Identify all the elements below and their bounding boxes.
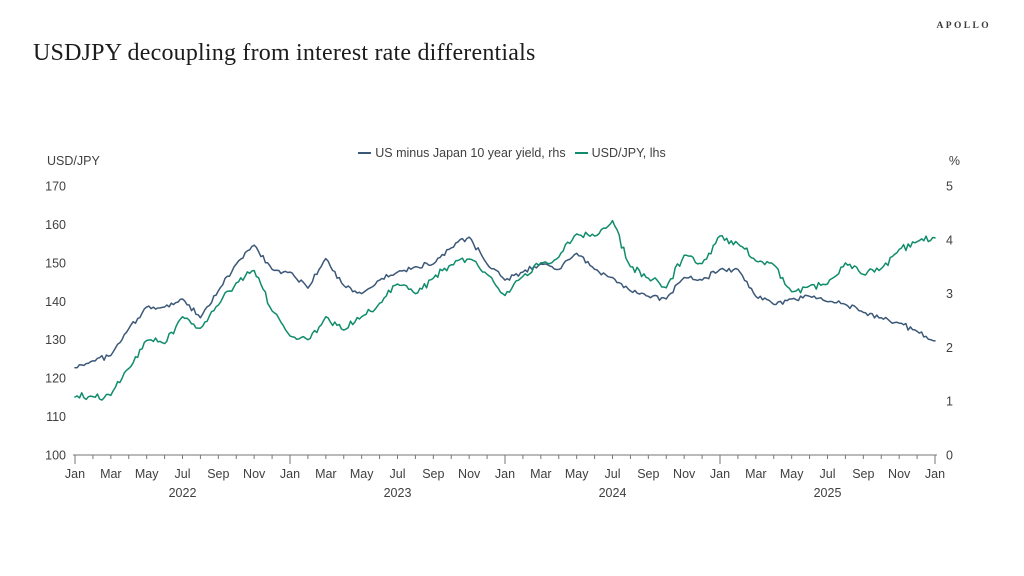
y-right-tick-label: 3 <box>946 287 953 301</box>
legend-label-yield-differential: US minus Japan 10 year yield, rhs <box>375 146 566 160</box>
left-axis-unit-label: USD/JPY <box>47 154 100 168</box>
x-tick-label: Jan <box>925 467 945 481</box>
x-year-label: 2024 <box>599 486 627 500</box>
y-left-tick-label: 150 <box>45 256 66 270</box>
y-left-tick-label: 120 <box>45 372 66 386</box>
right-axis-unit-label: % <box>948 154 960 168</box>
x-tick-label: Sep <box>852 467 874 481</box>
x-tick-label: Jul <box>820 467 836 481</box>
series-line-usdjpy <box>74 219 936 401</box>
x-tick-label: Mar <box>530 467 552 481</box>
y-left-tick-label: 130 <box>45 333 66 347</box>
x-tick-label: Jan <box>280 467 300 481</box>
x-tick-label: May <box>350 467 374 481</box>
x-year-label: 2023 <box>384 486 412 500</box>
legend-item-yield-differential: US minus Japan 10 year yield, rhs <box>358 146 566 160</box>
legend: US minus Japan 10 year yield, rhs USD/JP… <box>0 146 1024 160</box>
legend-swatch-yield-differential <box>358 151 372 155</box>
x-tick-label: Mar <box>100 467 122 481</box>
x-tick-label: Sep <box>207 467 229 481</box>
y-right-tick-label: 4 <box>946 233 953 247</box>
legend-swatch-usdjpy <box>574 151 588 155</box>
x-year-label: 2025 <box>814 486 842 500</box>
y-left-tick-label: 100 <box>45 449 66 463</box>
x-tick-label: Nov <box>673 467 696 481</box>
x-tick-label: Jul <box>175 467 191 481</box>
y-left-tick-label: 160 <box>45 218 66 232</box>
x-tick-label: Mar <box>745 467 767 481</box>
x-tick-label: May <box>780 467 804 481</box>
x-tick-label: Jul <box>605 467 621 481</box>
legend-label-usdjpy: USD/JPY, lhs <box>591 146 666 160</box>
x-tick-label: May <box>135 467 159 481</box>
x-tick-label: Sep <box>422 467 444 481</box>
x-tick-label: Jan <box>710 467 730 481</box>
x-tick-label: Nov <box>888 467 911 481</box>
y-left-tick-label: 170 <box>45 180 66 194</box>
x-tick-label: Jan <box>65 467 85 481</box>
x-tick-label: Mar <box>315 467 337 481</box>
y-right-tick-label: 1 <box>946 395 953 409</box>
series-line-yield-differential <box>74 236 936 369</box>
page-title: USDJPY decoupling from interest rate dif… <box>33 40 536 66</box>
x-tick-label: May <box>565 467 589 481</box>
y-right-tick-label: 5 <box>946 180 953 194</box>
y-left-tick-label: 140 <box>45 295 66 309</box>
y-right-tick-label: 0 <box>946 449 953 463</box>
y-left-tick-label: 110 <box>46 410 66 424</box>
y-right-tick-label: 2 <box>946 341 953 355</box>
x-tick-label: Sep <box>637 467 659 481</box>
x-tick-label: Jan <box>495 467 515 481</box>
x-tick-label: Nov <box>458 467 481 481</box>
apollo-logo: APOLLO <box>936 21 991 31</box>
x-tick-label: Nov <box>243 467 266 481</box>
x-year-label: 2022 <box>169 486 197 500</box>
legend-item-usdjpy: USD/JPY, lhs <box>574 146 666 160</box>
x-tick-label: Jul <box>390 467 406 481</box>
